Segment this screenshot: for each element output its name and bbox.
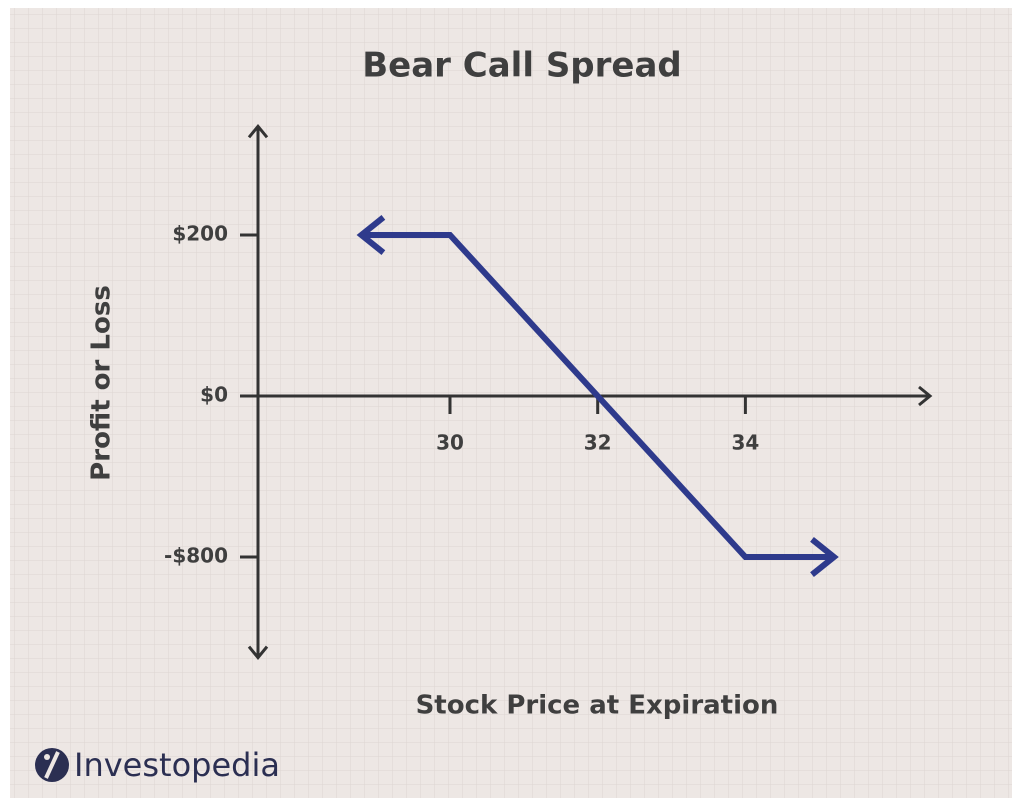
background-grid [10, 8, 1012, 798]
logo-icon-stroke [44, 751, 60, 779]
logo: Investopedia [35, 746, 280, 784]
x-tick-label: 34 [731, 431, 759, 455]
arrow-head [356, 215, 386, 255]
chart-title: Bear Call Spread [362, 46, 682, 86]
x-tick-label: 32 [584, 431, 612, 455]
arrow-head [810, 537, 839, 577]
x-tick-label: 30 [436, 431, 464, 455]
y-tick-label: $200 [172, 222, 228, 246]
logo-icon-dot [44, 754, 50, 760]
credit: Investopedia [74, 746, 280, 784]
y-tick-label: $0 [200, 383, 228, 407]
x-axis-arrow [918, 385, 933, 407]
series-line [361, 232, 834, 560]
y-axis-label: Profit or Loss [87, 285, 117, 481]
y-tick-label: -$800 [164, 544, 228, 568]
y-axis-arrow [247, 123, 269, 660]
x-axis-label: Stock Price at Expiration [416, 691, 779, 721]
